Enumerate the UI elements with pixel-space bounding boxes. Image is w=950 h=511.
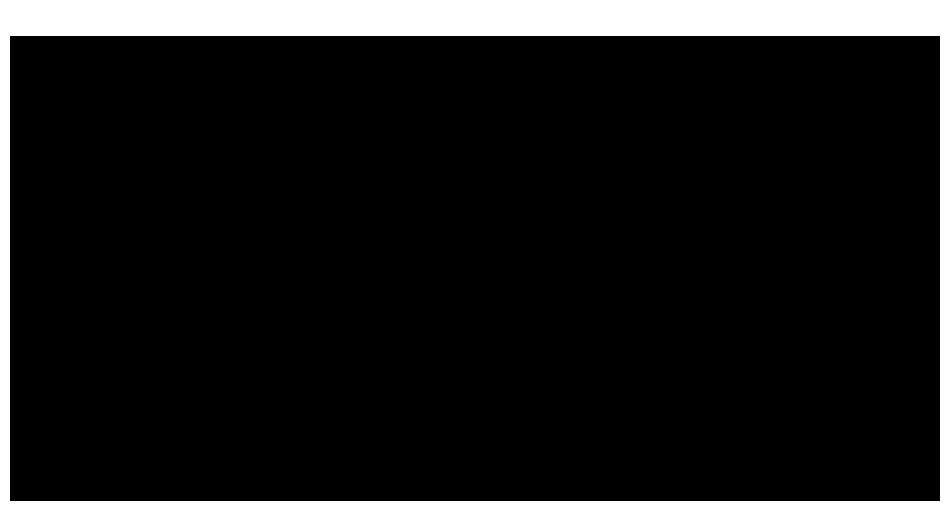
wordcloud-canvas <box>10 36 940 501</box>
wordcloud-svg <box>10 36 940 501</box>
